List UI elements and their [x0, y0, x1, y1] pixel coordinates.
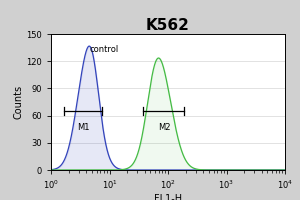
Text: control: control	[89, 45, 118, 54]
Text: M1: M1	[77, 123, 89, 132]
X-axis label: FL1-H: FL1-H	[154, 194, 182, 200]
Y-axis label: Counts: Counts	[14, 85, 23, 119]
Title: K562: K562	[146, 18, 190, 33]
Text: M2: M2	[158, 123, 170, 132]
